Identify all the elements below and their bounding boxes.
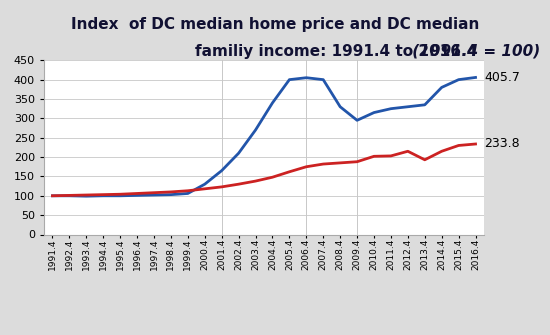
Text: (1991.4 = 100): (1991.4 = 100)	[407, 44, 540, 59]
Text: 233.8: 233.8	[484, 137, 520, 150]
Text: familiy income: 1991.4 to 2016.4: familiy income: 1991.4 to 2016.4	[195, 44, 477, 59]
Text: 405.7: 405.7	[484, 71, 520, 84]
Text: Index  of DC median home price and DC median: Index of DC median home price and DC med…	[71, 17, 479, 32]
